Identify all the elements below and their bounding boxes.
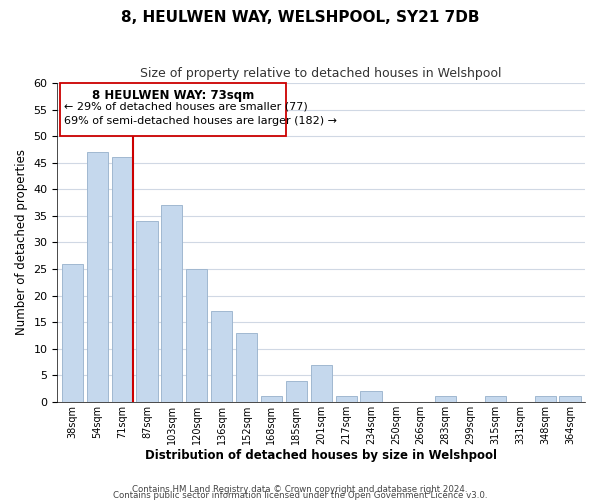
Bar [535,396,556,402]
Text: Contains public sector information licensed under the Open Government Licence v3: Contains public sector information licen… [113,490,487,500]
Bar [112,158,133,402]
Bar [136,221,158,402]
X-axis label: Distribution of detached houses by size in Welshpool: Distribution of detached houses by size … [145,450,497,462]
Bar [62,264,83,402]
Bar [211,312,232,402]
Y-axis label: Number of detached properties: Number of detached properties [15,150,28,336]
Title: Size of property relative to detached houses in Welshpool: Size of property relative to detached ho… [140,68,502,80]
Text: 8 HEULWEN WAY: 73sqm: 8 HEULWEN WAY: 73sqm [92,90,254,102]
Text: 69% of semi-detached houses are larger (182) →: 69% of semi-detached houses are larger (… [64,116,337,126]
Bar [485,396,506,402]
Text: Contains HM Land Registry data © Crown copyright and database right 2024.: Contains HM Land Registry data © Crown c… [132,484,468,494]
Bar [186,269,208,402]
Text: 8, HEULWEN WAY, WELSHPOOL, SY21 7DB: 8, HEULWEN WAY, WELSHPOOL, SY21 7DB [121,10,479,25]
Bar [559,396,581,402]
Text: ← 29% of detached houses are smaller (77): ← 29% of detached houses are smaller (77… [64,102,307,112]
Bar [86,152,108,402]
Bar [361,391,382,402]
FancyBboxPatch shape [60,83,286,136]
Bar [161,205,182,402]
Bar [311,364,332,402]
Bar [335,396,356,402]
Bar [261,396,282,402]
Bar [236,332,257,402]
Bar [286,380,307,402]
Bar [435,396,456,402]
